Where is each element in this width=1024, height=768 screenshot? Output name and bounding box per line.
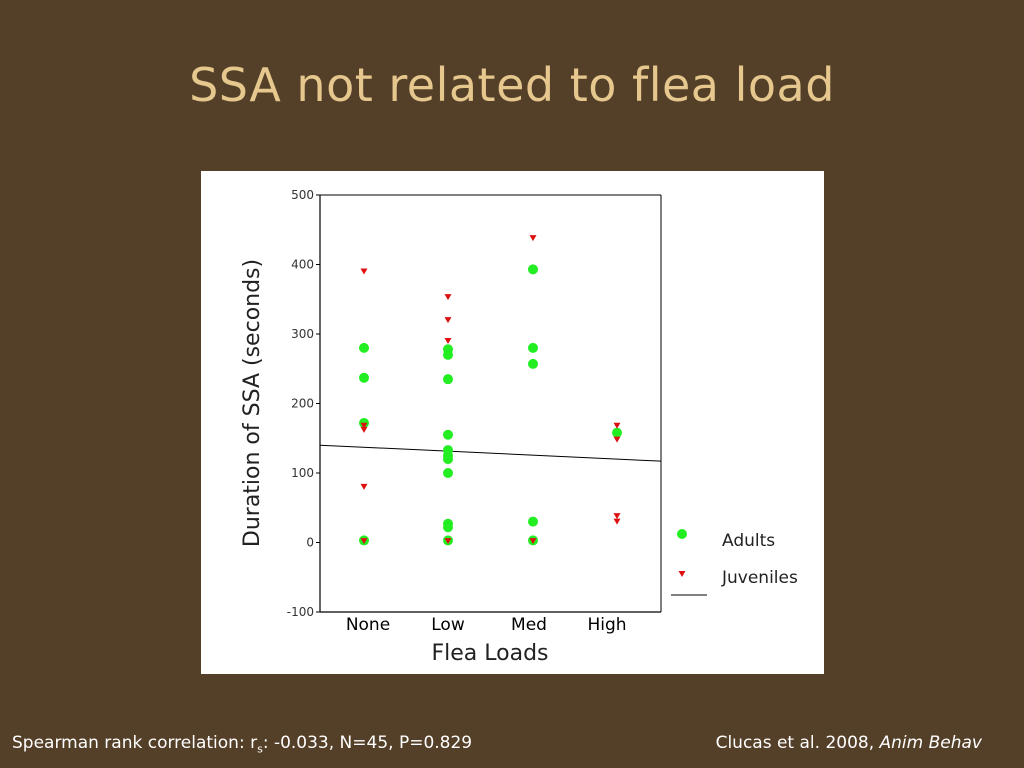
citation-journal: Anim Behav bbox=[879, 733, 982, 753]
adult-point bbox=[443, 349, 453, 360]
y-tick-label: 400 bbox=[291, 258, 314, 272]
adult-point bbox=[359, 372, 369, 383]
adult-point bbox=[443, 454, 453, 465]
juvenile-point bbox=[360, 268, 368, 275]
juvenile-point bbox=[444, 294, 452, 301]
juvenile-point bbox=[360, 483, 368, 490]
juvenile-point bbox=[613, 518, 621, 525]
juvenile-point bbox=[360, 538, 368, 545]
citation: Clucas et al. 2008, Anim Behav bbox=[716, 733, 982, 753]
legend: Adults Juveniles bbox=[671, 529, 798, 596]
stat-subscript: s bbox=[257, 742, 263, 756]
adult-point bbox=[359, 342, 369, 353]
legend-juveniles-label: Juveniles bbox=[721, 568, 798, 588]
adult-point bbox=[443, 374, 453, 385]
slide-title: SSA not related to flea load bbox=[189, 58, 835, 112]
juvenile-point bbox=[529, 538, 537, 545]
juvenile-point bbox=[613, 422, 621, 429]
y-tick-label: 100 bbox=[291, 466, 314, 480]
adult-point bbox=[443, 429, 453, 440]
x-tick-label: None bbox=[346, 615, 390, 635]
statistics-caption: Spearman rank correlation: rs: -0.033, N… bbox=[12, 733, 472, 755]
legend-adults-label: Adults bbox=[722, 531, 775, 551]
y-tick-label: 500 bbox=[291, 188, 314, 202]
trend-line bbox=[319, 444, 662, 462]
y-tick-label: -100 bbox=[287, 605, 314, 619]
adult-point bbox=[443, 468, 453, 478]
juvenile-point bbox=[444, 317, 452, 324]
y-axis-title: Duration of SSA (seconds) bbox=[240, 259, 265, 547]
chart-panel: -100 0 100 200 300 400 500 None Low Med High Flea L… bbox=[201, 171, 824, 674]
adult-point bbox=[612, 427, 622, 438]
scatter-chart: -100 0 100 200 300 400 500 None Low Med High Flea L… bbox=[240, 188, 798, 666]
juvenile-point bbox=[613, 513, 621, 520]
x-tick-label: High bbox=[587, 615, 626, 635]
adult-point bbox=[528, 264, 538, 275]
adult-point bbox=[528, 516, 538, 527]
x-tick-label: Med bbox=[511, 615, 547, 635]
y-tick-label: 200 bbox=[291, 397, 314, 411]
stat-suffix: : -0.033, N=45, P=0.829 bbox=[262, 733, 473, 753]
x-tick-label: Low bbox=[431, 615, 465, 635]
data-points bbox=[319, 235, 662, 546]
legend-adults-marker bbox=[677, 529, 687, 539]
juvenile-point bbox=[360, 422, 368, 429]
citation-authors: Clucas et al. 2008, bbox=[715, 733, 880, 753]
juvenile-point bbox=[444, 538, 452, 545]
juvenile-point bbox=[444, 337, 452, 344]
juvenile-point bbox=[529, 235, 537, 242]
adult-point bbox=[528, 358, 538, 369]
adult-point bbox=[528, 342, 538, 353]
juvenile-point bbox=[360, 426, 368, 433]
axes: -100 0 100 200 300 400 500 None Low Med High Flea L… bbox=[240, 188, 662, 666]
stat-prefix: Spearman rank correlation: r bbox=[12, 733, 258, 753]
legend-juveniles-marker bbox=[678, 571, 686, 577]
y-tick-label: 300 bbox=[291, 327, 314, 341]
x-axis-title: Flea Loads bbox=[431, 641, 548, 666]
adult-point bbox=[443, 522, 453, 533]
juvenile-point bbox=[613, 436, 621, 443]
y-tick-label: 0 bbox=[306, 536, 314, 550]
